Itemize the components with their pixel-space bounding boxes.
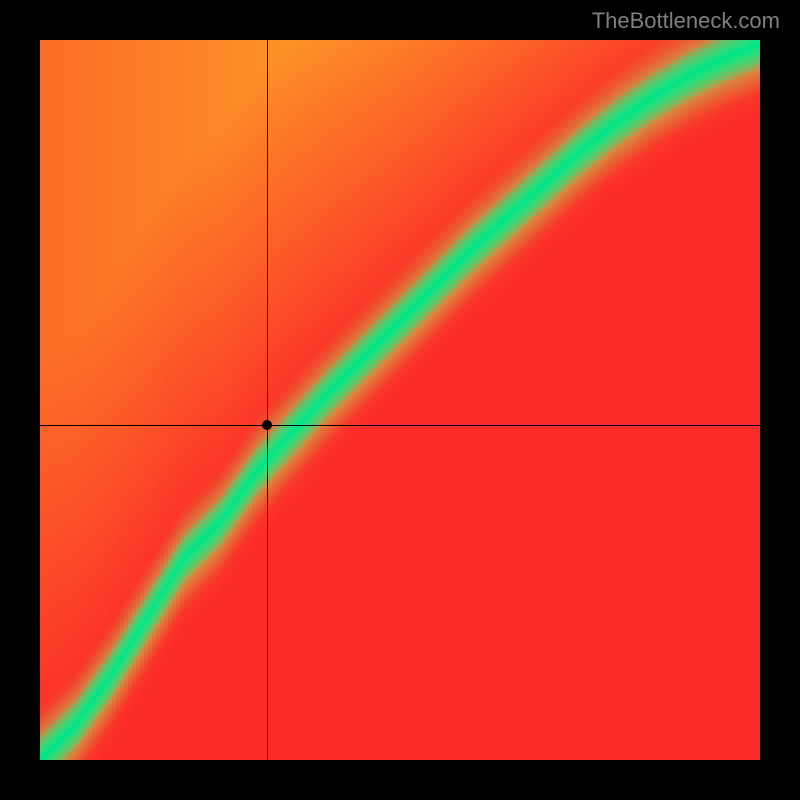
marker-dot xyxy=(262,420,272,430)
crosshair-horizontal xyxy=(40,425,760,426)
heatmap-canvas xyxy=(40,40,760,760)
crosshair-vertical xyxy=(267,40,268,760)
watermark: TheBottleneck.com xyxy=(592,8,780,34)
plot-area xyxy=(40,40,760,760)
